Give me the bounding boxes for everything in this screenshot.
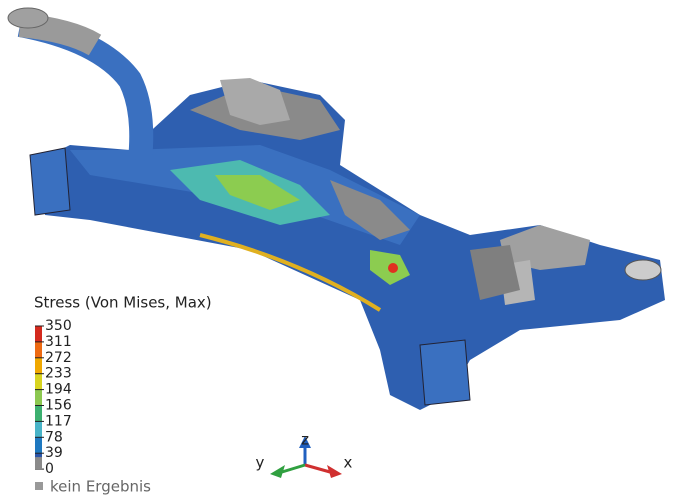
color-band [35,374,42,390]
hotspot [388,263,398,273]
y-label: y [256,454,265,472]
subframe-model [8,8,665,410]
color-band [35,326,42,342]
z-label: z [301,431,309,449]
color-band [35,421,42,437]
color-band [35,358,42,374]
legend-tick-label: 117 [45,413,72,429]
fea-view: Stress (Von Mises, Max) 3503112722331941… [0,0,673,496]
y-arrow [282,465,305,472]
axis-triad: z x y [256,431,353,479]
color-band [35,437,42,453]
x-arrow [305,465,330,472]
legend-tick-label: 78 [45,429,63,445]
bracket [30,148,70,215]
legend-tick-label: 311 [45,334,72,350]
legend-tick-label: 39 [45,445,63,461]
no-result-swatch [35,482,43,490]
color-band [35,457,42,469]
bracket [420,340,470,405]
x-arrowhead [327,465,342,478]
y-arrowhead [270,465,285,478]
legend-tick-label: 272 [45,350,72,366]
legend-title: Stress (Von Mises, Max) [34,294,212,312]
x-label: x [344,454,353,472]
no-result-label: kein Ergebnis [50,478,151,496]
legend-tick-label: 350 [45,318,72,334]
legend-tick-label: 194 [45,382,72,398]
bushing [8,8,48,28]
hole [625,260,661,280]
legend-tick-label: 0 [45,461,54,477]
color-band [35,342,42,358]
color-band [35,390,42,406]
legend-tick-label: 233 [45,366,72,382]
legend-tick-label: 156 [45,398,72,414]
color-band [35,406,42,422]
